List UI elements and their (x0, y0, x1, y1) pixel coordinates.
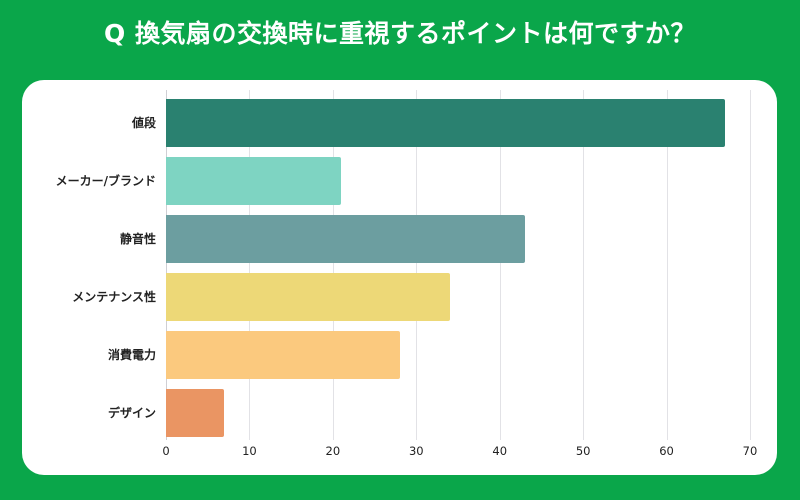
category-label: デザイン (107, 406, 156, 420)
bar (166, 331, 400, 379)
bar (166, 157, 342, 205)
gridline (249, 90, 251, 440)
category-label: 静音性 (119, 232, 156, 246)
plot-area (166, 90, 751, 440)
x-tick-label: 40 (492, 444, 508, 458)
x-tick-label: 70 (742, 444, 758, 458)
bar (166, 273, 450, 321)
bar (166, 215, 525, 263)
x-tick-label: 10 (242, 444, 257, 458)
gridline (750, 90, 751, 440)
category-label: 値段 (131, 116, 156, 130)
x-tick-label: 50 (575, 444, 591, 458)
gridline (332, 90, 334, 440)
category-label: 消費電力 (107, 348, 156, 362)
gridline (416, 90, 418, 440)
category-label: メンテナンス性 (72, 290, 156, 304)
gridline (499, 90, 501, 440)
category-label: メーカー/ブランド (55, 174, 156, 188)
x-tick-label: 60 (659, 444, 674, 458)
x-tick-label: 30 (408, 444, 424, 458)
gridline (666, 90, 668, 440)
x-tick-label: 0 (162, 444, 170, 458)
bar (166, 389, 225, 437)
gridline (583, 90, 585, 440)
bar (166, 99, 725, 147)
chart-title: Q 換気扇の交換時に重視するポイントは何ですか？ (104, 19, 696, 48)
gridline (166, 90, 167, 440)
x-tick-label: 20 (325, 444, 341, 458)
